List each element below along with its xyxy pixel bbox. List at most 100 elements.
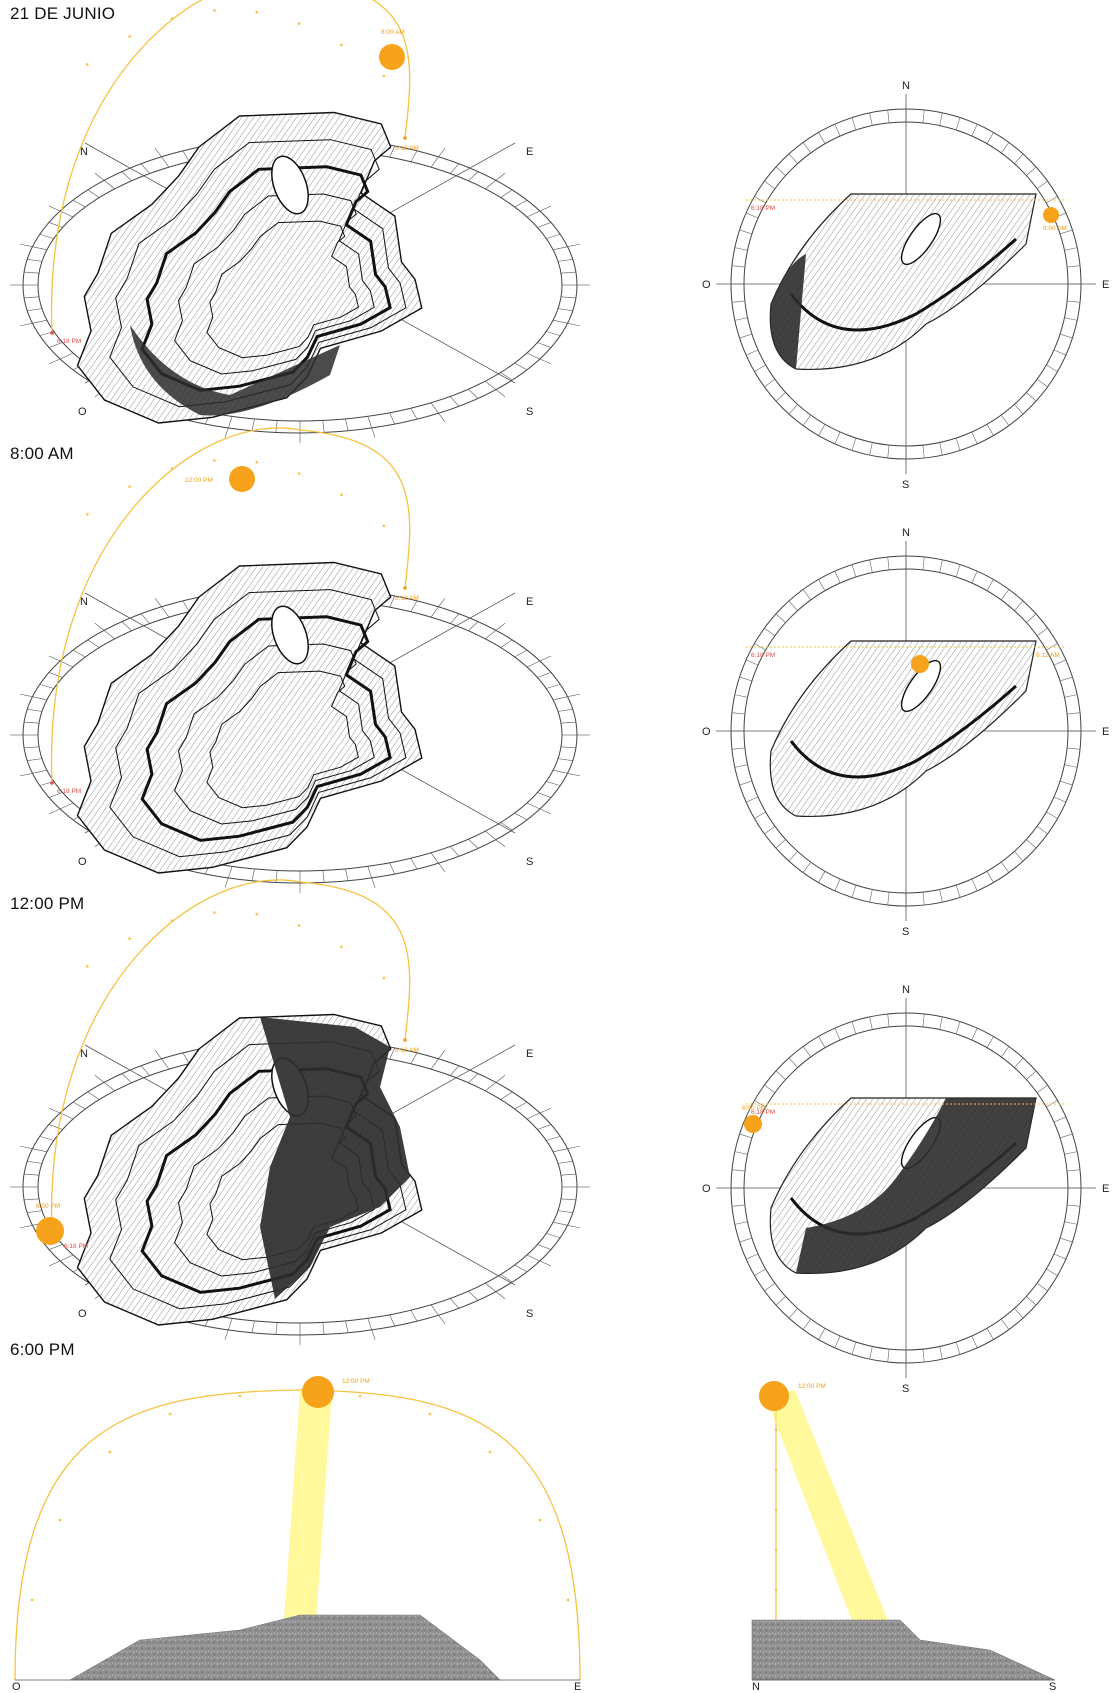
cardinal-south: S	[526, 406, 533, 418]
terrain-plan-1	[769, 640, 1037, 818]
plan-west-time-label: 6:18 PM	[751, 652, 775, 659]
plan-ticks	[731, 556, 1081, 906]
plan-cardinal-south: S	[902, 479, 909, 491]
sections	[14, 1376, 1056, 1681]
sun-path-marker	[340, 43, 343, 47]
sun-beam	[765, 1390, 912, 1680]
sun-path-marker	[340, 945, 343, 949]
ground-section	[68, 1614, 501, 1681]
sun-path-marker	[255, 10, 259, 14]
sun-icon	[302, 1376, 334, 1408]
contour-band	[206, 670, 359, 809]
sunrise-marker	[403, 136, 407, 140]
sunrise-time-label: 6:12 AM	[395, 145, 419, 152]
sun-time-label: 6:00 PM	[36, 1203, 60, 1210]
section-ns-sun-label: 12:00 PM	[798, 1383, 826, 1390]
sun-path-marker	[213, 911, 216, 914]
cardinal-north: N	[80, 1048, 88, 1060]
cardinal-east: E	[526, 1048, 533, 1060]
plan-sun-time-label: 6:00 PM	[742, 1105, 766, 1112]
section-sun-marker	[774, 1548, 778, 1552]
sun-path-marker	[128, 485, 131, 488]
section-sun-marker	[238, 1394, 242, 1398]
terrain-body	[76, 561, 423, 874]
plan-panel-2	[716, 998, 1096, 1378]
sun-path-marker	[255, 460, 259, 464]
contour-band	[140, 165, 392, 392]
sun-icon	[744, 1115, 762, 1133]
plan-west-time-label: 6:18 PM	[751, 205, 775, 212]
plan-cardinal-west: O	[702, 279, 711, 291]
sun-path-marker	[297, 472, 301, 475]
plan-cardinal-north: N	[902, 984, 910, 996]
date-heading: 21 DE JUNIO	[10, 4, 116, 23]
sun-track-plan-0	[746, 199, 1066, 223]
ground-section	[751, 1619, 1056, 1681]
plan-cardinal-north: N	[902, 527, 910, 539]
sun-path-marker	[382, 976, 386, 980]
sun-path-arc	[50, 427, 411, 784]
plan-lake	[900, 212, 942, 266]
section-sun-marker	[566, 1598, 570, 1602]
plan-east-time-label: 6:12 AM	[1036, 652, 1060, 659]
plan-ticks	[731, 109, 1081, 459]
sun-icon	[759, 1381, 789, 1411]
sun-path-marker	[128, 937, 131, 940]
plan-west-time-label: 6:18 PM	[751, 1109, 775, 1116]
cardinal-north: N	[80, 146, 88, 158]
plan-ticks	[731, 1013, 1081, 1363]
sun-path-marker	[255, 912, 259, 916]
section-ew-right-label: E	[574, 1681, 581, 1693]
cardinal-south: S	[526, 856, 533, 868]
time-heading-12pm: 12:00 PM	[10, 894, 85, 913]
sun-path-marker	[382, 524, 386, 528]
terrain-perspective-0	[76, 111, 423, 424]
section-sun-marker	[58, 1518, 62, 1522]
plan-contour-ridge	[789, 237, 1018, 332]
section-ew-left-label: O	[12, 1681, 21, 1693]
section-sun-marker	[774, 1588, 778, 1592]
plan-cardinal-west: O	[702, 1183, 711, 1195]
section-sun-marker	[30, 1598, 34, 1602]
cardinal-north: N	[80, 596, 88, 608]
sun-path-marker	[297, 22, 301, 25]
terrain-perspective-2	[76, 1013, 423, 1326]
sunset-marker	[50, 781, 54, 785]
section-ns-left-label: N	[752, 1681, 760, 1693]
sunrise-time-label: 6:12 AM	[395, 595, 419, 602]
sun-path-marker	[128, 35, 131, 38]
sun-time-label: 8:00 AM	[381, 29, 405, 36]
section-sun-marker	[108, 1450, 112, 1454]
cardinal-west: O	[78, 1308, 87, 1320]
section-sun-marker	[358, 1394, 362, 1398]
plan-terrain-body	[769, 640, 1037, 818]
sun-path-perspective-0	[50, 0, 411, 335]
sunset-marker	[50, 331, 54, 335]
plan-terrain-body	[769, 193, 1037, 371]
plan-cardinal-south: S	[902, 1383, 909, 1395]
time-heading-8am: 8:00 AM	[10, 444, 74, 463]
sun-icon	[379, 44, 405, 70]
sun-beam	[280, 1390, 332, 1680]
plan-contour-ridge	[789, 684, 1018, 779]
plan-cardinal-east: E	[1102, 279, 1109, 291]
section-sun-marker	[774, 1428, 778, 1432]
sun-path-marker	[340, 493, 343, 497]
sun-icon	[36, 1217, 64, 1245]
sun-path-marker	[297, 924, 301, 927]
sun-path-marker	[170, 919, 174, 923]
contour-band	[206, 220, 359, 359]
terrain-plan-0	[769, 193, 1037, 371]
sun-time-label: 12:00 PM	[185, 477, 213, 484]
sun-path-arc	[50, 879, 411, 1236]
cardinal-west: O	[78, 406, 87, 418]
sun-path-arc	[50, 0, 411, 334]
plan-cardinal-east: E	[1102, 1183, 1109, 1195]
sun-icon	[1043, 207, 1059, 223]
sunset-time-label: 6:18 PM	[57, 788, 81, 795]
section-ns-right-label: S	[1049, 1681, 1056, 1693]
plan-cardinal-east: E	[1102, 726, 1109, 738]
plan-lake	[900, 659, 942, 713]
sun-path-marker	[213, 459, 216, 462]
